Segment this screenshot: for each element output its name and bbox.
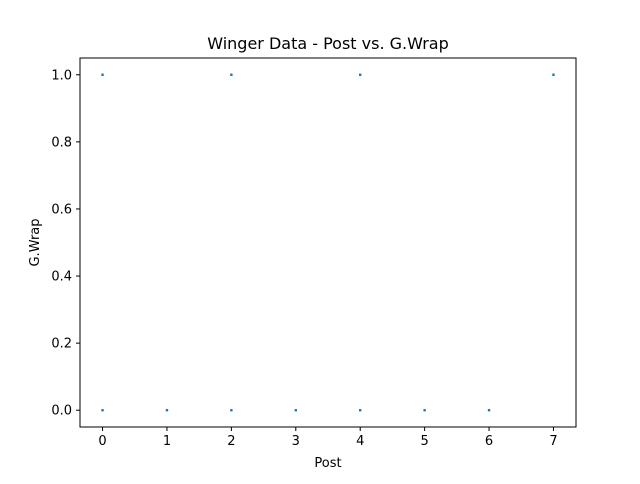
y-axis-label: G.Wrap: [28, 218, 43, 266]
x-axis-label: Post: [314, 456, 341, 471]
data-point: [165, 409, 169, 412]
chart-title: Winger Data - Post vs. G.Wrap: [207, 34, 449, 53]
x-tick-label: 1: [163, 434, 171, 449]
x-tick-label: 4: [356, 434, 364, 449]
data-point: [294, 409, 297, 412]
x-tick-label: 3: [292, 434, 300, 449]
points-layer: [101, 73, 555, 412]
x-tick-label: 2: [227, 434, 235, 449]
y-axis-ticks: 0.0 0.2 0.4 0.6 0.8 1.0: [51, 68, 80, 419]
data-point: [101, 73, 104, 76]
data-point: [230, 73, 233, 76]
x-tick-label: 5: [420, 434, 428, 449]
data-point: [101, 409, 104, 412]
y-tick-label: 0.6: [51, 202, 72, 217]
plot-frame: [79, 57, 577, 428]
data-point: [423, 409, 426, 412]
y-tick-label: 0.4: [51, 270, 72, 285]
x-tick-label: 6: [485, 434, 493, 449]
data-point: [552, 73, 555, 76]
x-tick-label: 0: [98, 434, 106, 449]
data-point: [230, 409, 233, 412]
data-point: [359, 409, 362, 412]
plot-area: [80, 58, 576, 427]
y-tick-label: 0.2: [51, 337, 72, 352]
y-tick-label: 1.0: [51, 68, 72, 83]
y-tick-label: 0.8: [51, 135, 72, 150]
x-tick-label: 7: [549, 434, 557, 449]
x-axis-ticks: 0 1 2 3 4 5 6 7: [98, 427, 558, 449]
data-point: [359, 73, 362, 76]
y-tick-label: 0.0: [51, 404, 72, 419]
data-point: [487, 409, 491, 412]
